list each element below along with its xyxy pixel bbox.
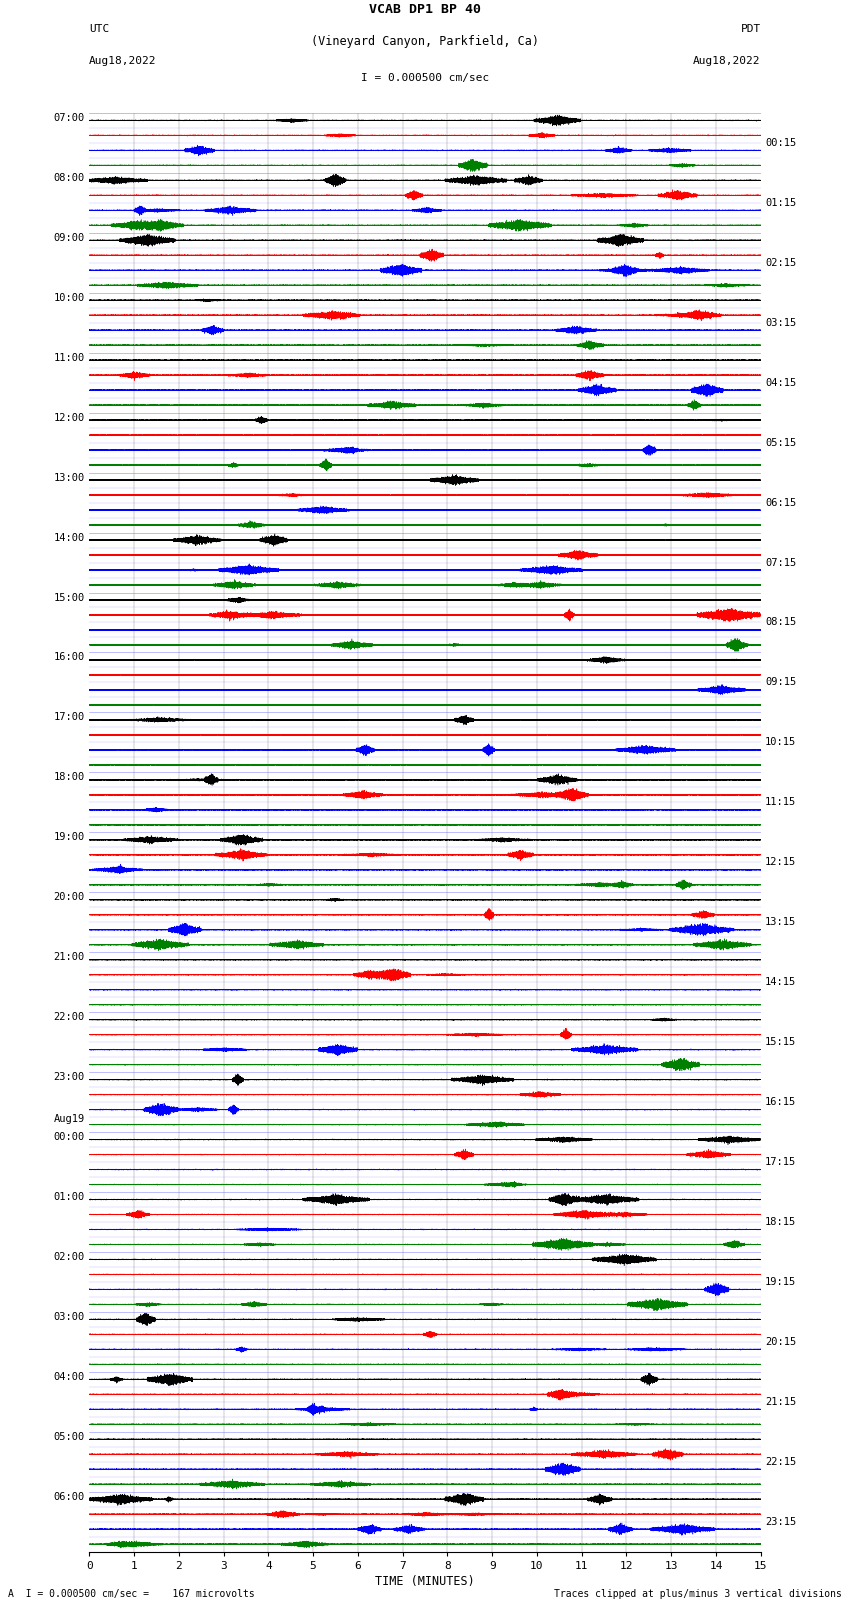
- Text: 04:00: 04:00: [54, 1371, 85, 1382]
- Text: 09:15: 09:15: [765, 677, 796, 687]
- Text: 21:00: 21:00: [54, 952, 85, 963]
- Text: 00:00: 00:00: [54, 1132, 85, 1142]
- Text: 07:00: 07:00: [54, 113, 85, 123]
- Text: 12:15: 12:15: [765, 857, 796, 868]
- Text: 05:15: 05:15: [765, 437, 796, 448]
- Text: 00:15: 00:15: [765, 137, 796, 148]
- Text: 08:15: 08:15: [765, 618, 796, 627]
- Text: 02:15: 02:15: [765, 258, 796, 268]
- Text: 14:00: 14:00: [54, 532, 85, 542]
- Text: 18:00: 18:00: [54, 773, 85, 782]
- Text: 17:15: 17:15: [765, 1157, 796, 1168]
- Text: PDT: PDT: [740, 24, 761, 34]
- Text: 16:00: 16:00: [54, 652, 85, 663]
- Text: 13:00: 13:00: [54, 473, 85, 482]
- Text: 15:15: 15:15: [765, 1037, 796, 1047]
- Text: 15:00: 15:00: [54, 592, 85, 603]
- Text: 10:00: 10:00: [54, 294, 85, 303]
- Text: 22:15: 22:15: [765, 1457, 796, 1466]
- Text: Aug18,2022: Aug18,2022: [89, 56, 156, 66]
- Text: 01:15: 01:15: [765, 198, 796, 208]
- Text: 10:15: 10:15: [765, 737, 796, 747]
- Text: 17:00: 17:00: [54, 713, 85, 723]
- Text: 03:15: 03:15: [765, 318, 796, 327]
- Text: 05:00: 05:00: [54, 1432, 85, 1442]
- Text: 22:00: 22:00: [54, 1013, 85, 1023]
- Text: 12:00: 12:00: [54, 413, 85, 423]
- Text: Aug18,2022: Aug18,2022: [694, 56, 761, 66]
- Text: Traces clipped at plus/minus 3 vertical divisions: Traces clipped at plus/minus 3 vertical …: [553, 1589, 842, 1598]
- Text: A  I = 0.000500 cm/sec =    167 microvolts: A I = 0.000500 cm/sec = 167 microvolts: [8, 1589, 255, 1598]
- Text: 21:15: 21:15: [765, 1397, 796, 1407]
- Text: 06:15: 06:15: [765, 497, 796, 508]
- X-axis label: TIME (MINUTES): TIME (MINUTES): [375, 1574, 475, 1587]
- Text: 09:00: 09:00: [54, 232, 85, 244]
- Text: 20:15: 20:15: [765, 1337, 796, 1347]
- Text: UTC: UTC: [89, 24, 110, 34]
- Text: (Vineyard Canyon, Parkfield, Ca): (Vineyard Canyon, Parkfield, Ca): [311, 35, 539, 48]
- Text: 08:00: 08:00: [54, 173, 85, 182]
- Text: 03:00: 03:00: [54, 1311, 85, 1323]
- Text: 14:15: 14:15: [765, 977, 796, 987]
- Text: I = 0.000500 cm/sec: I = 0.000500 cm/sec: [361, 73, 489, 82]
- Text: Aug19: Aug19: [54, 1115, 85, 1124]
- Text: 11:00: 11:00: [54, 353, 85, 363]
- Text: 13:15: 13:15: [765, 918, 796, 927]
- Text: 11:15: 11:15: [765, 797, 796, 808]
- Text: VCAB DP1 BP 40: VCAB DP1 BP 40: [369, 3, 481, 16]
- Text: 23:00: 23:00: [54, 1073, 85, 1082]
- Text: 02:00: 02:00: [54, 1252, 85, 1261]
- Text: 01:00: 01:00: [54, 1192, 85, 1202]
- Text: 18:15: 18:15: [765, 1216, 796, 1227]
- Text: 19:15: 19:15: [765, 1277, 796, 1287]
- Text: 20:00: 20:00: [54, 892, 85, 902]
- Text: 23:15: 23:15: [765, 1516, 796, 1528]
- Text: 16:15: 16:15: [765, 1097, 796, 1107]
- Text: 07:15: 07:15: [765, 558, 796, 568]
- Text: 19:00: 19:00: [54, 832, 85, 842]
- Text: 04:15: 04:15: [765, 377, 796, 387]
- Text: 06:00: 06:00: [54, 1492, 85, 1502]
